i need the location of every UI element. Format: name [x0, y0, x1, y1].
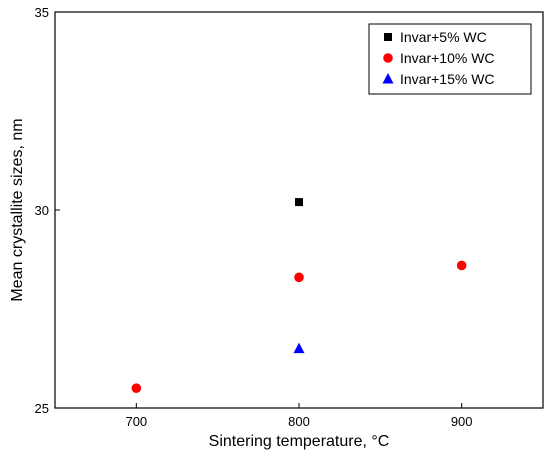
y-tick-label: 25: [35, 401, 49, 416]
y-axis-ticks: 25 30 35: [35, 5, 60, 416]
y-tick-label: 35: [35, 5, 49, 20]
x-tick-label: 700: [125, 414, 147, 429]
data-point-triangle: [293, 342, 305, 354]
legend-label: Invar+15% WC: [400, 71, 495, 87]
data-point-circle: [456, 260, 467, 271]
data-point-circle: [131, 383, 142, 394]
legend-label: Invar+10% WC: [400, 50, 495, 66]
x-axis-title: Sintering temperature, °C: [209, 433, 390, 450]
legend: Invar+5% WC Invar+10% WC Invar+15% WC: [368, 23, 532, 95]
legend-marker-square: [384, 33, 392, 41]
x-tick-label: 800: [288, 414, 310, 429]
data-point-circle: [294, 272, 304, 283]
y-tick-label: 30: [35, 203, 49, 218]
legend-marker-circle: [383, 53, 393, 63]
legend-box: [368, 23, 532, 95]
y-axis-title: Mean crystallite sizes, nm: [9, 118, 26, 301]
legend-label: Invar+5% WC: [400, 29, 487, 45]
x-axis-ticks: 700 800 900: [125, 403, 473, 429]
data-points: [131, 198, 467, 394]
x-tick-label: 900: [451, 414, 473, 429]
data-point-square: [295, 198, 303, 207]
legend-marker-triangle: [382, 73, 394, 84]
